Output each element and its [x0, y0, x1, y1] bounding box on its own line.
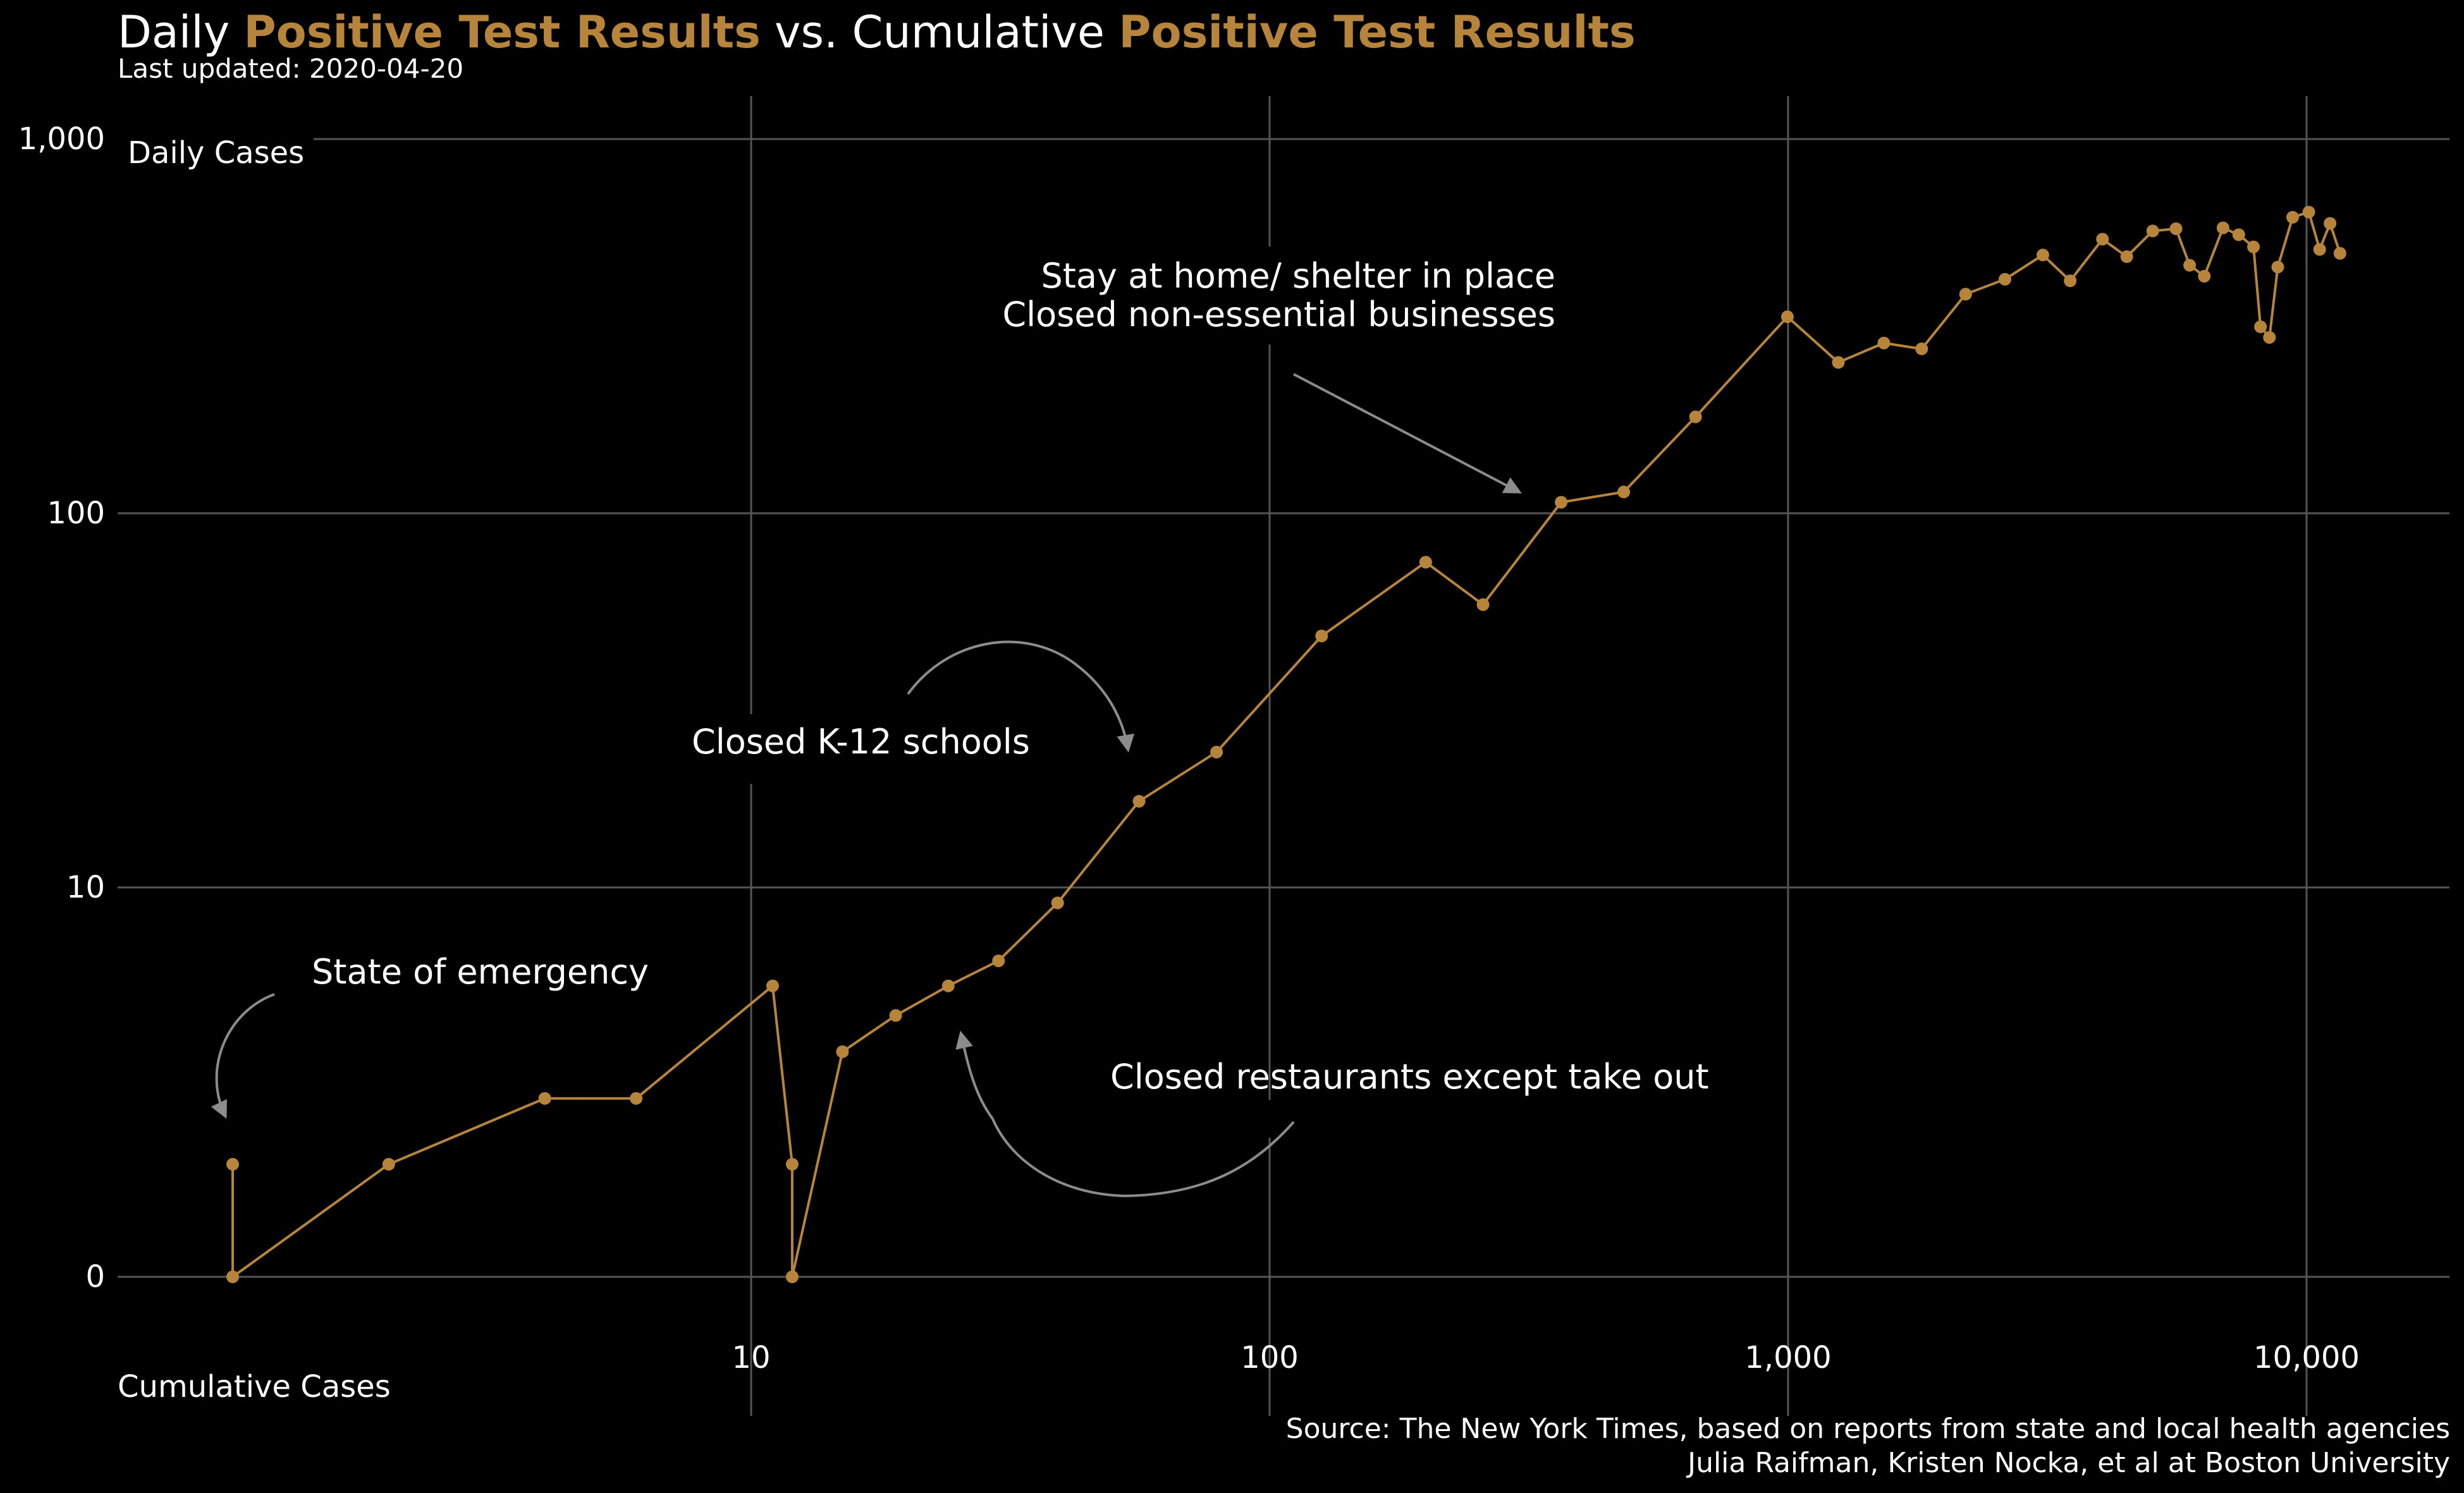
data-point-43 — [2313, 243, 2326, 256]
annotation-label-2: Closed restaurants except take out — [1110, 1057, 1709, 1097]
data-point-18 — [1555, 496, 1568, 509]
data-point-35 — [2216, 221, 2229, 235]
data-point-24 — [1915, 342, 1928, 355]
data-point-4 — [630, 1092, 643, 1105]
data-point-25 — [1959, 288, 1972, 301]
data-point-22 — [1832, 356, 1845, 369]
data-point-10 — [941, 979, 955, 992]
data-point-15 — [1315, 630, 1328, 643]
data-point-8 — [836, 1045, 849, 1058]
data-point-17 — [1476, 598, 1490, 611]
annotations: State of emergency Closed K-12 schools Clo… — [211, 256, 1709, 1198]
data-point-41 — [2286, 210, 2299, 224]
annotation-arrow-1 — [907, 640, 1135, 753]
data-point-27 — [2036, 248, 2049, 262]
title-part-2: vs. Cumulative — [760, 6, 1119, 58]
title-part-1: Daily — [118, 6, 244, 58]
data-point-13 — [1132, 795, 1146, 808]
series-line — [231, 210, 2341, 1279]
data-point-31 — [2146, 224, 2159, 238]
annotation-label-1: Closed K-12 schools — [692, 722, 1030, 762]
data-point-33 — [2183, 259, 2197, 272]
data-point-32 — [2169, 222, 2183, 235]
data-point-42 — [2302, 205, 2315, 219]
data-series — [226, 205, 2346, 1283]
annotation-arrow-2 — [955, 1030, 1295, 1198]
x-axis-label: Cumulative Cases — [118, 1369, 391, 1405]
data-point-7 — [785, 1271, 799, 1283]
data-point-11 — [992, 954, 1005, 968]
data-point-2 — [382, 1157, 395, 1171]
y-tick-label-1: 10 — [66, 870, 105, 905]
data-point-3 — [538, 1092, 551, 1105]
annotation-arrow-3 — [1293, 373, 1522, 494]
chart-title: Daily Positive Test Results vs. Cumulati… — [118, 5, 1636, 59]
y-tick-label-3: 1,000 — [18, 121, 105, 157]
data-point-30 — [2120, 250, 2133, 264]
source-note: Source: The New York Times, based on rep… — [1286, 1412, 2450, 1480]
annotation-label-0: State of emergency — [312, 952, 649, 992]
y-tick-label-0: 0 — [85, 1259, 105, 1295]
title-highlight-1: Positive Test Results — [243, 6, 761, 58]
source-line-1: Source: The New York Times, based on rep… — [1285, 1413, 2450, 1445]
data-point-19 — [1617, 485, 1631, 499]
data-point-36 — [2232, 228, 2245, 241]
data-point-40 — [2271, 260, 2284, 274]
data-point-44 — [2324, 217, 2337, 230]
data-point-37 — [2247, 240, 2260, 253]
chart-subtitle: Last updated: 2020-04-20 — [118, 53, 464, 84]
data-point-20 — [1689, 410, 1702, 424]
annotation-label-3: Stay at home/ shelter in place — [1041, 256, 1555, 296]
title-highlight-2: Positive Test Results — [1119, 6, 1636, 58]
x-tick-label-1: 100 — [1241, 1340, 1299, 1375]
y-axis-label: Daily Cases — [128, 135, 304, 171]
x-tick-label-3: 10,000 — [2253, 1340, 2360, 1375]
data-point-12 — [1051, 896, 1064, 910]
data-point-14 — [1210, 745, 1223, 759]
data-point-39 — [2263, 331, 2276, 344]
data-point-21 — [1781, 310, 1794, 324]
data-point-6 — [785, 1157, 799, 1171]
annotation-arrow-0 — [211, 993, 275, 1119]
data-point-28 — [2064, 274, 2077, 288]
data-point-29 — [2096, 233, 2109, 246]
data-point-0 — [226, 1157, 239, 1171]
data-point-9 — [889, 1009, 902, 1022]
data-point-1 — [226, 1271, 239, 1283]
y-tick-label-2: 100 — [47, 496, 105, 531]
data-point-5 — [766, 979, 779, 992]
data-point-45 — [2333, 247, 2346, 260]
source-line-2: Julia Raifman, Kristen Nocka, et al at B… — [1688, 1447, 2450, 1479]
data-point-38 — [2254, 320, 2267, 334]
axes: 0 10 100 1,000 10 100 1,000 10,000 Daily Cases Cu… — [18, 121, 2360, 1405]
x-tick-label-0: 10 — [732, 1340, 770, 1375]
data-point-23 — [1877, 336, 1891, 350]
data-point-16 — [1419, 556, 1432, 569]
x-tick-label-2: 1,000 — [1744, 1340, 1831, 1375]
annotation-label-4: Closed non-essential businesses — [1002, 295, 1555, 334]
data-point-26 — [1999, 272, 2012, 286]
data-point-34 — [2198, 269, 2211, 283]
